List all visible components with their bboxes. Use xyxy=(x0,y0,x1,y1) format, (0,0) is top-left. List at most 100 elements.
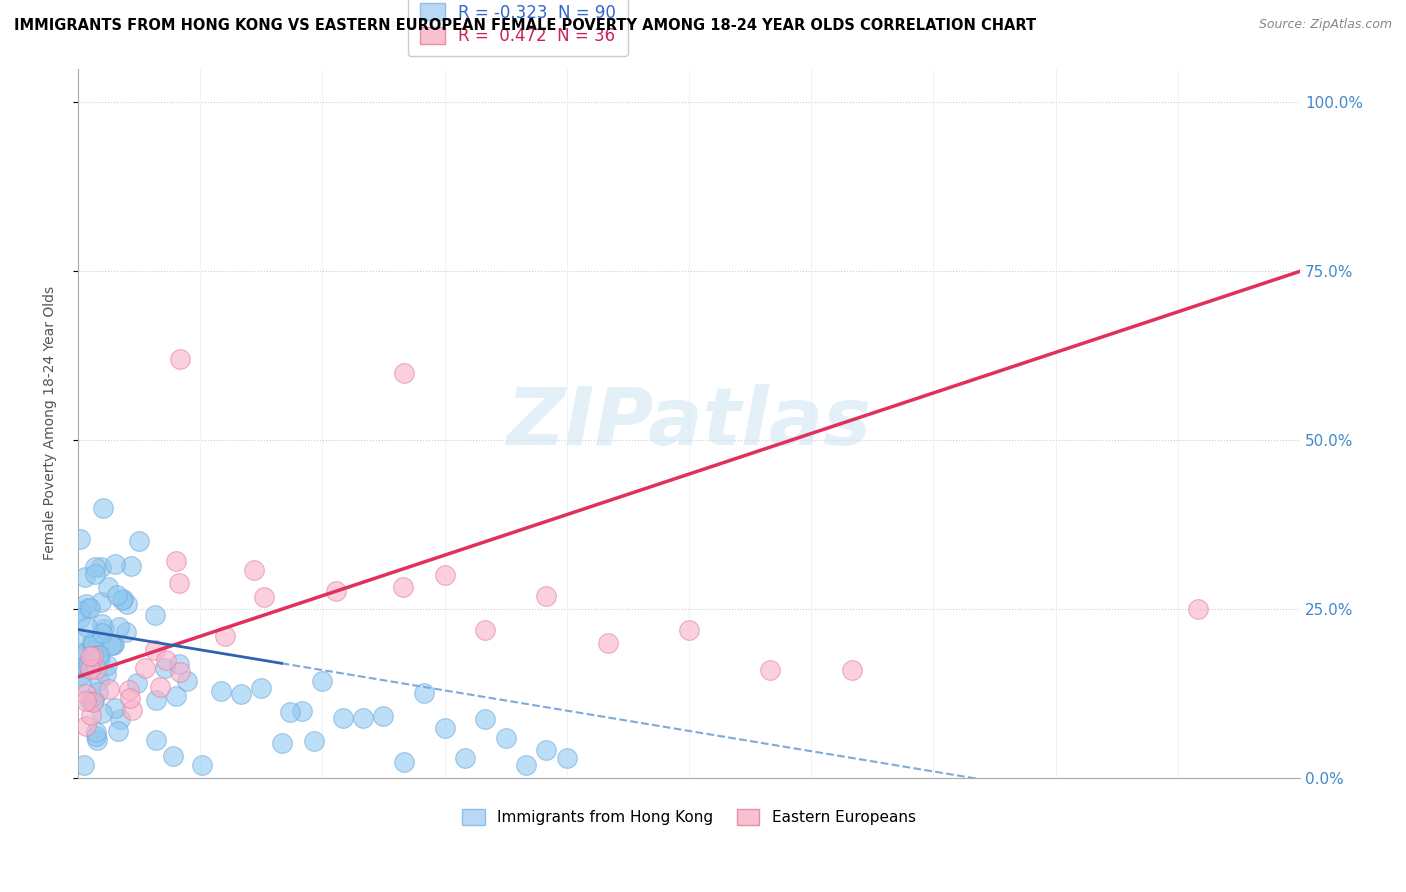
Point xyxy=(162,748,184,763)
Point xyxy=(82,648,104,663)
Point xyxy=(191,757,214,772)
Point xyxy=(118,682,141,697)
Point xyxy=(70,675,93,690)
Point xyxy=(112,592,135,607)
Point xyxy=(91,706,114,720)
Point xyxy=(474,712,496,726)
Point xyxy=(111,593,134,607)
Point xyxy=(75,688,97,702)
Point xyxy=(108,620,131,634)
Point xyxy=(96,657,118,672)
Point xyxy=(678,623,700,637)
Point xyxy=(87,648,110,663)
Point xyxy=(759,663,782,677)
Point xyxy=(90,560,112,574)
Point xyxy=(169,352,191,367)
Point xyxy=(91,626,114,640)
Point xyxy=(104,701,127,715)
Point xyxy=(242,563,264,577)
Point xyxy=(841,663,863,677)
Point xyxy=(86,685,108,699)
Y-axis label: Female Poverty Among 18-24 Year Olds: Female Poverty Among 18-24 Year Olds xyxy=(44,286,58,560)
Point xyxy=(73,757,96,772)
Point xyxy=(392,755,415,769)
Point xyxy=(433,568,456,582)
Point xyxy=(118,690,141,705)
Point xyxy=(143,607,166,622)
Point xyxy=(169,665,191,679)
Point xyxy=(1187,602,1209,616)
Point xyxy=(83,693,105,707)
Point xyxy=(155,652,177,666)
Point xyxy=(72,660,94,674)
Point xyxy=(84,566,107,581)
Text: IMMIGRANTS FROM HONG KONG VS EASTERN EUROPEAN FEMALE POVERTY AMONG 18-24 YEAR OL: IMMIGRANTS FROM HONG KONG VS EASTERN EUR… xyxy=(14,18,1036,33)
Point xyxy=(214,629,236,643)
Point xyxy=(97,580,120,594)
Point xyxy=(75,719,97,733)
Point xyxy=(169,657,191,671)
Point xyxy=(165,689,187,703)
Point xyxy=(117,597,139,611)
Point xyxy=(69,647,91,661)
Point xyxy=(76,647,98,661)
Point xyxy=(108,712,131,726)
Point xyxy=(454,750,477,764)
Text: Source: ZipAtlas.com: Source: ZipAtlas.com xyxy=(1258,18,1392,31)
Point xyxy=(79,662,101,676)
Point xyxy=(149,680,172,694)
Point xyxy=(555,751,578,765)
Point xyxy=(69,632,91,647)
Point xyxy=(93,623,115,637)
Point xyxy=(278,705,301,719)
Point xyxy=(82,636,104,650)
Point xyxy=(94,666,117,681)
Point xyxy=(128,534,150,549)
Point xyxy=(79,694,101,708)
Point xyxy=(91,500,114,515)
Point xyxy=(86,652,108,666)
Point xyxy=(536,743,558,757)
Point xyxy=(86,732,108,747)
Point xyxy=(165,554,187,568)
Point xyxy=(153,661,176,675)
Point xyxy=(291,704,314,718)
Point xyxy=(75,569,97,583)
Point xyxy=(127,676,149,690)
Point xyxy=(352,711,374,725)
Point xyxy=(120,558,142,573)
Point xyxy=(77,658,100,673)
Point xyxy=(90,595,112,609)
Point xyxy=(114,625,136,640)
Point xyxy=(250,681,273,695)
Point xyxy=(311,674,333,689)
Point xyxy=(84,662,107,676)
Point xyxy=(413,686,436,700)
Point xyxy=(392,580,415,594)
Point xyxy=(100,638,122,652)
Point xyxy=(515,757,537,772)
Point xyxy=(84,729,107,743)
Point xyxy=(107,723,129,738)
Point xyxy=(69,603,91,617)
Point xyxy=(105,588,128,602)
Point xyxy=(82,635,104,649)
Point xyxy=(392,366,415,380)
Point xyxy=(87,632,110,647)
Point xyxy=(79,649,101,664)
Point xyxy=(87,648,110,663)
Point xyxy=(84,559,107,574)
Point xyxy=(209,684,232,698)
Point xyxy=(80,707,103,722)
Point xyxy=(536,589,558,603)
Point xyxy=(77,657,100,671)
Point xyxy=(596,636,619,650)
Point xyxy=(145,733,167,747)
Point xyxy=(84,724,107,739)
Point xyxy=(229,687,252,701)
Legend: Immigrants from Hong Kong, Eastern Europeans: Immigrants from Hong Kong, Eastern Europ… xyxy=(453,800,925,834)
Point xyxy=(87,673,110,687)
Point xyxy=(79,601,101,615)
Point xyxy=(77,601,100,615)
Point xyxy=(332,711,354,725)
